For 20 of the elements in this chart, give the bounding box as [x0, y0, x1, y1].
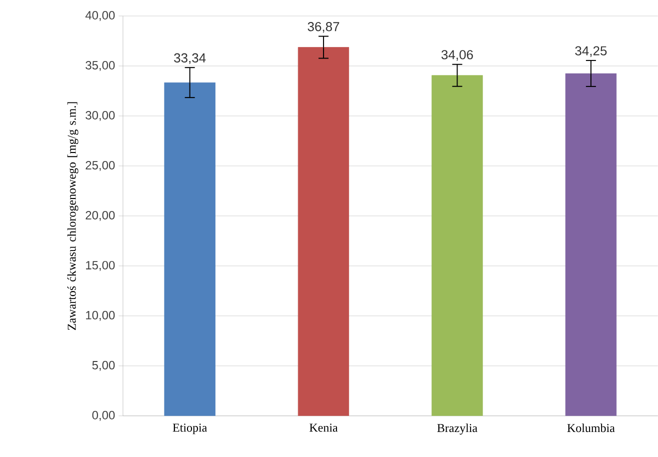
data-label: 34,25 [575, 46, 607, 58]
y-tick-label: 15,00 [86, 261, 115, 271]
y-tick-label: 40,00 [85, 11, 115, 22]
y-tick-label: 5,00 [92, 361, 115, 371]
y-tick-label: 20,00 [86, 211, 115, 221]
y-axis-title: Zawartoś ćkwasu chlorogenowego [mg/g s.m.] [67, 102, 78, 330]
data-label: 36,87 [308, 22, 340, 33]
y-tick-label: 0,00 [92, 410, 115, 421]
data-label: 33,34 [174, 53, 206, 64]
x-tick-label: Etiopia [172, 424, 207, 434]
bar [565, 73, 617, 416]
y-tick-label: 35,00 [86, 61, 115, 72]
bar [164, 82, 216, 416]
data-label: 34,06 [441, 50, 473, 61]
y-tick-label: 30,00 [86, 111, 115, 121]
x-tick-label: Brazylia [437, 424, 478, 435]
x-tick-label: Kenia [310, 424, 338, 432]
x-tick-label: Kolumbia [567, 424, 615, 432]
y-tick-label: 10,00 [86, 311, 115, 321]
y-tick-label: 25,00 [86, 161, 115, 171]
